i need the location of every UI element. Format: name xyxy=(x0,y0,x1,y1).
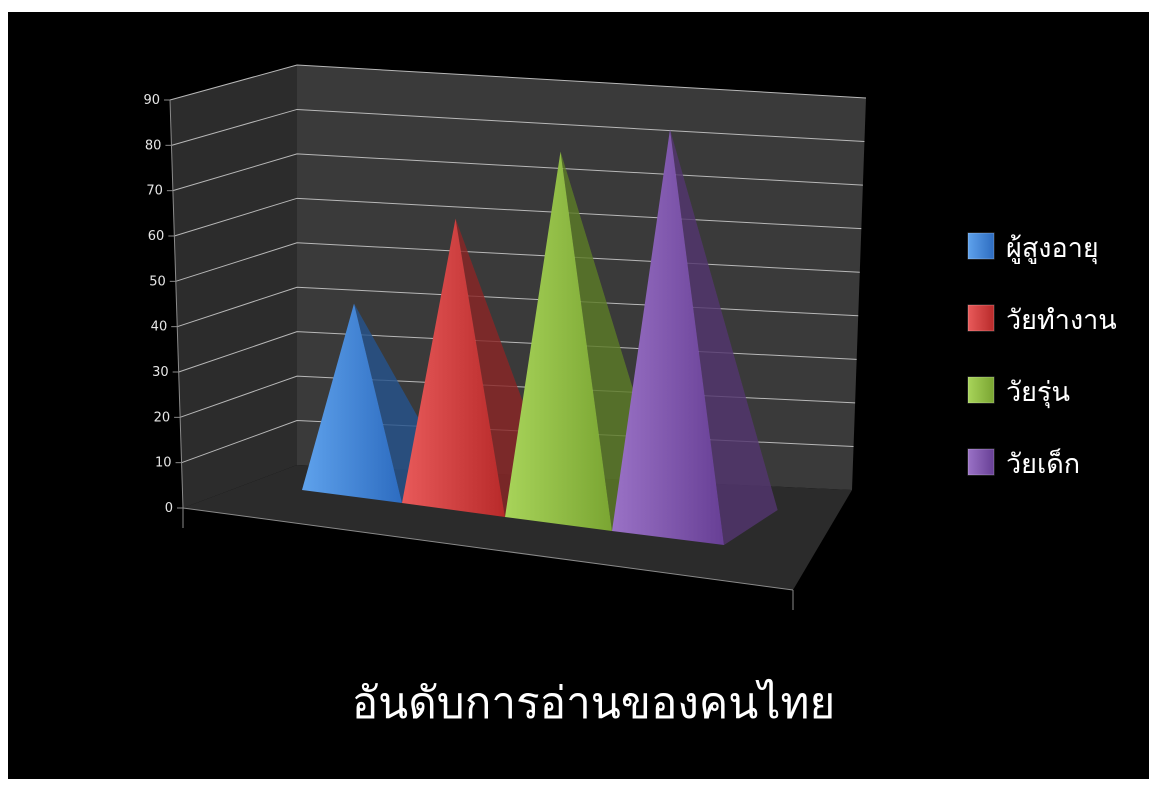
legend-label-1: วัยทำงาน xyxy=(1006,305,1117,336)
pyramid-front-3 xyxy=(612,129,724,546)
y-tick-label-0: 0 xyxy=(165,501,173,516)
pyramid-front-2 xyxy=(505,151,612,531)
y-tick-label-20: 20 xyxy=(154,410,171,425)
legend-swatch-3 xyxy=(967,448,995,476)
legend-label-0: ผู้สูงอายุ xyxy=(1006,233,1099,265)
pyramid-side-shade-3 xyxy=(670,129,778,546)
y-tick-label-70: 70 xyxy=(146,184,163,199)
legend-swatch-1 xyxy=(967,304,995,332)
legend-swatch-0 xyxy=(967,232,995,260)
legend-label-2: วัยรุ่น xyxy=(1006,377,1070,409)
side-wall xyxy=(170,65,297,508)
chart-title: อันดับการอ่านของคนไทย xyxy=(351,678,836,729)
pyramids xyxy=(302,129,778,546)
y-tick-label-80: 80 xyxy=(145,138,162,153)
y-tick-label-50: 50 xyxy=(149,274,166,289)
y-tick-label-90: 90 xyxy=(143,93,160,108)
y-tick-label-30: 30 xyxy=(152,365,169,380)
gridline-90 xyxy=(169,64,867,101)
legend-swatch-2 xyxy=(967,376,995,404)
pyramid-side-3 xyxy=(670,129,778,546)
y-tick-label-60: 60 xyxy=(148,229,165,244)
legend-label-3: วัยเด็ก xyxy=(1006,446,1080,480)
y-tick-label-10: 10 xyxy=(155,456,172,471)
gridline-80 xyxy=(171,108,865,146)
y-tick-labels: 0 10 20 30 40 50 60 70 80 90 xyxy=(143,93,183,516)
pyramid-front-1 xyxy=(402,218,505,517)
y-tick-label-40: 40 xyxy=(151,320,168,335)
pyramid-front-0 xyxy=(302,303,402,503)
x-axis-line xyxy=(182,507,794,591)
y-axis-line xyxy=(169,99,184,509)
